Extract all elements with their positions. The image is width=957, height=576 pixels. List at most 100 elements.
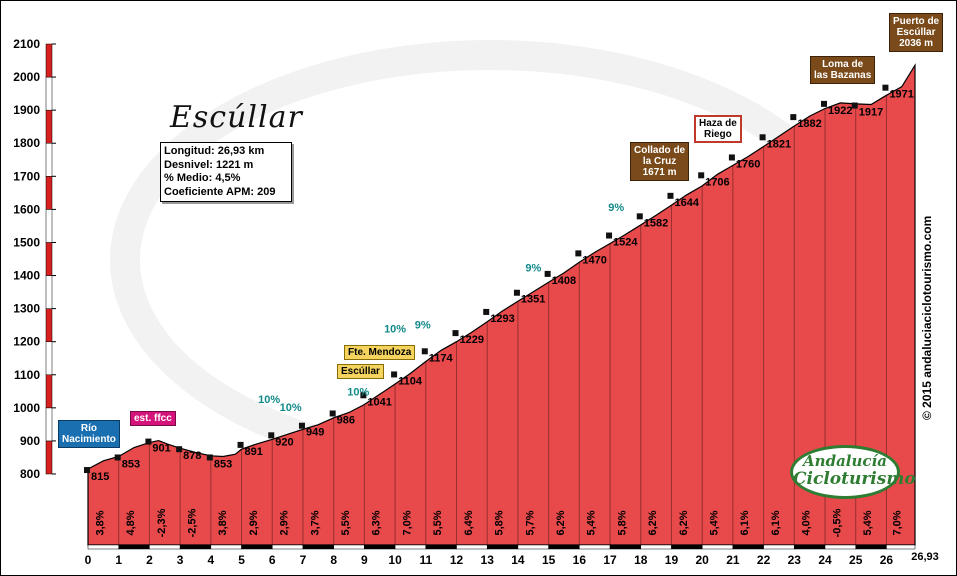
label-collado-de-la-cruz: Collado de la Cruz 1671 m	[630, 142, 690, 181]
y-axis-segment	[45, 209, 53, 243]
x-tick-label: 1	[115, 553, 122, 567]
x-tick-label: 0	[85, 553, 92, 567]
altitude-label: 901	[152, 443, 170, 455]
altitude-label: 1104	[398, 375, 423, 387]
segment-gradient-label: 7,0%	[401, 510, 413, 535]
altitude-marker	[360, 392, 367, 399]
altitude-marker	[728, 154, 735, 161]
altitude-marker	[483, 308, 490, 315]
altitude-label: 1882	[797, 118, 821, 130]
x-end-label: 26,93	[911, 551, 939, 563]
x-tick-label: 11	[419, 553, 432, 567]
ramp-gradient-label: 10%	[384, 323, 406, 335]
ramp-gradient-label: 9%	[415, 319, 431, 331]
altitude-label: 1821	[767, 138, 791, 150]
altitude-marker	[329, 410, 336, 417]
altitude-label: 1922	[828, 105, 852, 117]
ramp-gradient-label: 9%	[608, 202, 624, 214]
logo-line-1: Andalucía	[803, 452, 887, 470]
x-axis-segment	[241, 544, 273, 550]
segment-gradient-label: 3,7%	[309, 510, 321, 535]
y-tick-label: 900	[20, 434, 40, 448]
x-tick-label: 10	[388, 553, 402, 567]
y-axis-segment	[45, 374, 53, 409]
x-axis-segment	[824, 544, 856, 550]
y-axis-segment	[45, 440, 53, 475]
altitude-label: 891	[245, 446, 263, 458]
altitude-marker	[452, 330, 459, 337]
segment-gradient-label: 6,2%	[555, 510, 567, 535]
altitude-label: 1760	[736, 158, 760, 170]
altitude-label: 1174	[429, 352, 454, 364]
segment-gradient-label: 5,7%	[524, 510, 536, 535]
segment-gradient-label: 6,2%	[678, 510, 690, 535]
x-axis-segment	[364, 544, 396, 550]
y-tick-label: 1000	[13, 401, 40, 415]
x-tick-label: 13	[481, 553, 495, 567]
label-escullar: Escúllar	[337, 364, 384, 379]
x-tick-label: 9	[361, 553, 368, 567]
segment-gradient-label: 5,4%	[709, 510, 721, 535]
segment-gradient-label: 6,2%	[647, 510, 659, 535]
altitude-label: 1351	[521, 294, 545, 306]
x-axis-segment	[394, 544, 427, 550]
y-axis-segment	[45, 176, 53, 210]
y-axis-segment	[45, 109, 53, 144]
altitude-marker	[759, 134, 766, 141]
altitude-marker	[698, 172, 705, 179]
copyright-credit: © 2015 andaluciaciclotourismo.com	[920, 215, 934, 420]
y-tick-label: 1800	[13, 136, 40, 150]
x-tick-label: 24	[818, 553, 832, 567]
stat-desnivel: Desnivel: 1221 m	[164, 158, 254, 171]
x-tick-label: 4	[207, 553, 214, 567]
altitude-label: 1293	[490, 313, 514, 325]
altitude-marker	[790, 114, 797, 121]
ramp-gradient-label: 10%	[347, 386, 369, 398]
segment-gradient-label: 6,4%	[463, 510, 475, 535]
x-axis-segment	[333, 544, 365, 550]
altitude-marker	[606, 232, 613, 239]
y-tick-label: 1100	[14, 368, 40, 382]
y-tick-label: 800	[20, 467, 40, 481]
altitude-label: 878	[183, 450, 201, 462]
segment-gradient-label: -2,3%	[156, 508, 168, 537]
x-axis-segment	[732, 544, 764, 550]
segment-gradient-label: 3,8%	[217, 510, 229, 535]
label-puerto-de-escullar: Puerto de Escúllar 2036 m	[889, 13, 944, 52]
x-tick-label: 18	[634, 553, 648, 567]
y-tick-label: 2100	[13, 37, 40, 51]
x-axis-segment	[118, 544, 150, 550]
x-tick-label: 20	[696, 553, 710, 567]
y-tick-label: 1600	[13, 202, 40, 216]
y-tick-label: 1500	[13, 235, 40, 249]
chart-title: Escúllar	[170, 100, 303, 135]
y-tick-label: 2000	[13, 70, 40, 84]
stat-longitud: Longitud: 26,93 km	[164, 145, 265, 157]
y-tick-label: 1900	[13, 103, 40, 117]
x-axis-segment	[763, 544, 795, 550]
segment-gradient-label: 7,0%	[892, 510, 904, 535]
segment-gradient-label: 5,4%	[862, 510, 874, 535]
label-haza-de-riego: Haza de Riego	[694, 115, 742, 143]
x-tick-label: 14	[511, 553, 525, 567]
altitude-label: 1408	[552, 275, 576, 287]
logo-line-2: Cicloturismo	[793, 469, 916, 489]
x-tick-label: 16	[573, 553, 587, 567]
label-rio-nacimiento: Río Nacimiento	[58, 420, 120, 448]
segment-gradient-label: 2,9%	[248, 510, 260, 535]
x-tick-label: 19	[665, 553, 679, 567]
x-tick-label: 2	[146, 553, 153, 567]
altitude-label: 920	[275, 436, 293, 448]
x-tick-label: 21	[726, 553, 740, 567]
x-axis-segment	[302, 544, 334, 550]
x-tick-label: 7	[300, 553, 307, 567]
y-axis-segment	[45, 242, 53, 276]
label-fte-mendoza: Fte. Mendoza	[344, 345, 416, 360]
altitude-marker	[513, 289, 520, 296]
altitude-label: 815	[91, 471, 109, 483]
altitude-label: 1582	[644, 217, 668, 229]
segment-gradient-label: 5,5%	[432, 510, 444, 535]
altitude-label: 1706	[705, 176, 729, 188]
x-axis-segment	[579, 544, 611, 550]
altitude-label: 986	[337, 414, 355, 426]
